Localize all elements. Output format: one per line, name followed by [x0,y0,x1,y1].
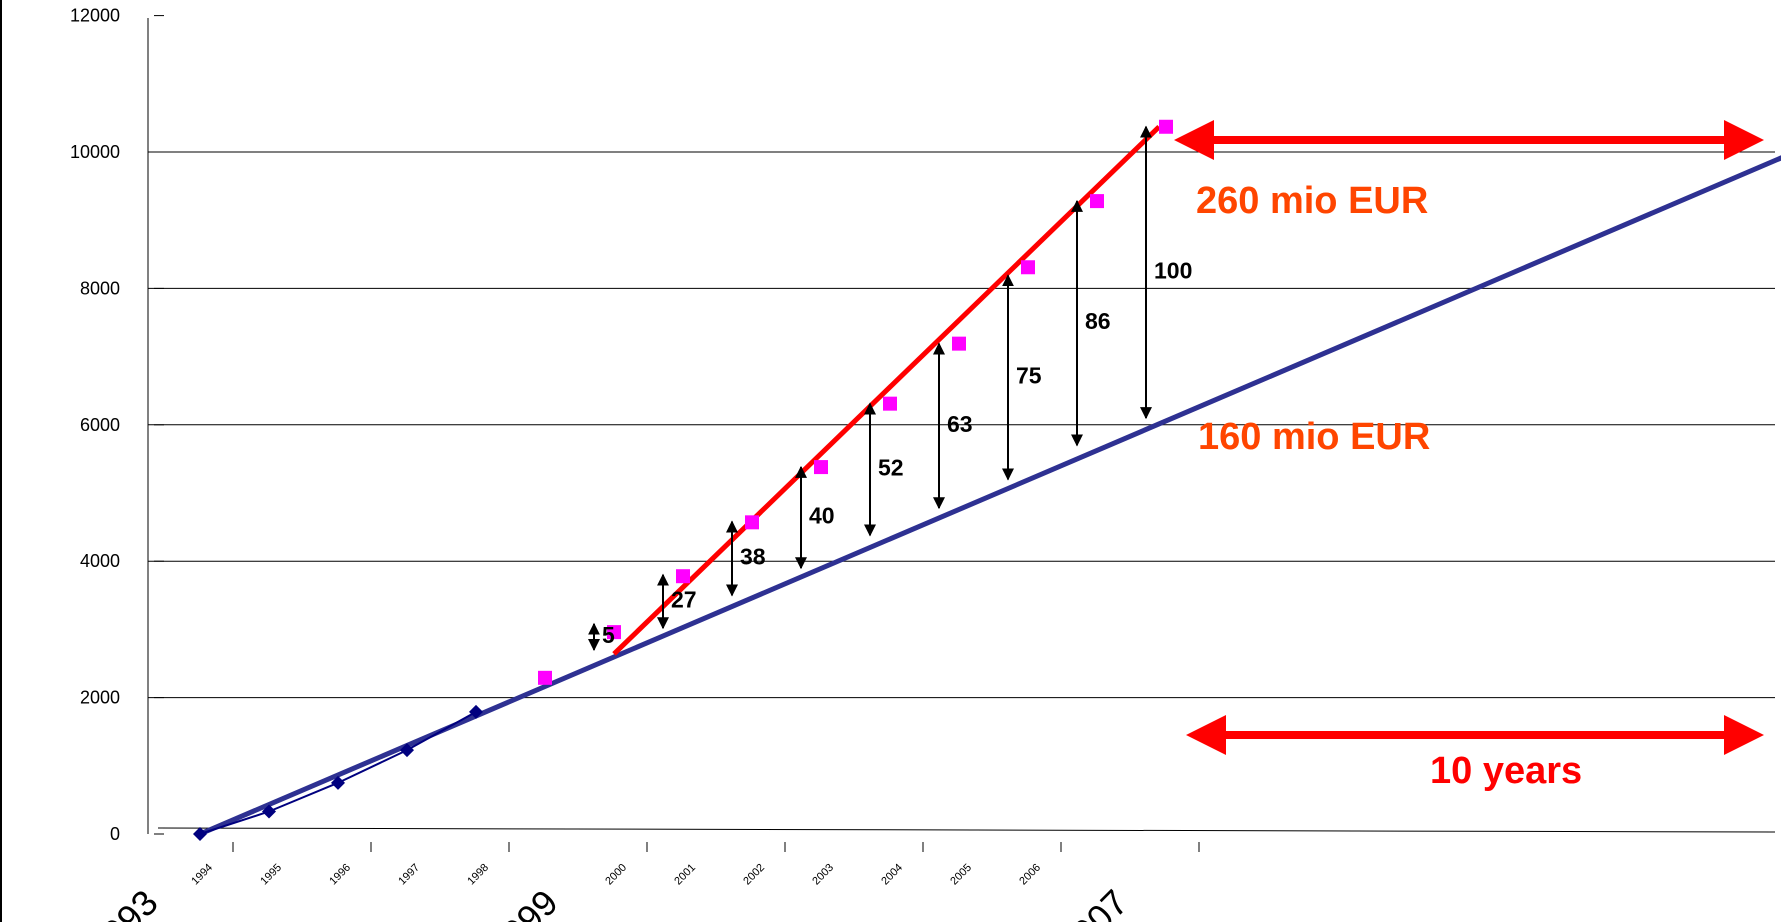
data-point-square [883,396,897,411]
upper-total-label: 260 mio EUR [1196,180,1428,222]
ten-years-label: 10 years [1430,750,1582,792]
y-tick-label: 10000 [70,142,120,162]
y-axis-tick-labels: 0 2000 4000 6000 8000 10000 12000 [70,6,120,844]
x-tick-label: 2002 [741,862,767,888]
gap-label: 100 [1154,257,1192,283]
y-tick-label: 0 [110,824,120,844]
gap-label: 40 [809,503,835,529]
x-tick-label: 2006 [1017,862,1043,888]
y-tick-label: 4000 [80,551,120,571]
y-tick-label: 6000 [80,415,120,435]
gap-label: 75 [1016,362,1042,388]
x-tick-label: 1996 [327,862,353,888]
x-axis-line [157,827,1776,833]
x-tick-label: 1998 [465,862,491,888]
data-series [193,119,1173,841]
x-tick-label: 1997 [396,862,422,888]
x-tick-label: 2007 [1050,882,1136,922]
data-point-square [1021,260,1035,275]
gap-label: 38 [740,543,766,569]
data-point-diamond [400,743,414,758]
gap-label: 5 [602,622,615,648]
x-tick-label: 2004 [879,862,905,888]
x-axis-tick-labels: 1993 1994 1995 1996 1997 19981999 2000 2001 2002… [80,862,1136,922]
x-tick-label: 2001 [672,862,698,888]
x-tick-label: 1993 [80,882,166,922]
data-point-diamond [262,804,276,819]
trend-line [199,155,1781,837]
x-tick-label: 1999 [480,882,566,922]
lower-total-label: 160 mio EUR [1198,416,1430,458]
data-point-diamond [193,827,207,841]
trend-lines [199,124,1781,837]
data-point-square [952,336,966,351]
y-tick-label: 2000 [80,688,120,708]
gap-label: 52 [878,454,904,480]
trend-line [612,124,1161,656]
x-tick-label: 2005 [948,862,974,888]
axes [147,15,1776,852]
data-point-diamond [331,775,345,790]
gap-arrows: 5 27 38 40 52 63 75 86 100 [588,125,1192,652]
data-point-square [676,569,690,584]
data-point-square [1090,194,1104,209]
gridlines [148,151,1775,699]
y-tick-label: 8000 [80,278,120,298]
x-tick-label: 2000 [603,862,629,888]
x-tick-label: 2003 [810,862,836,888]
data-point-square [538,670,552,685]
data-point-diamond [469,704,483,719]
x-tick-label: 1995 [258,862,284,888]
data-point-square [607,625,621,640]
y-tick-label: 12000 [70,6,120,26]
data-point-square [745,515,759,530]
data-point-square [1159,119,1173,134]
gap-label: 63 [947,411,973,437]
x-tick-label: 1994 [189,862,215,888]
data-point-square [814,460,828,475]
gap-label: 27 [671,586,697,612]
gap-label: 86 [1085,308,1111,334]
